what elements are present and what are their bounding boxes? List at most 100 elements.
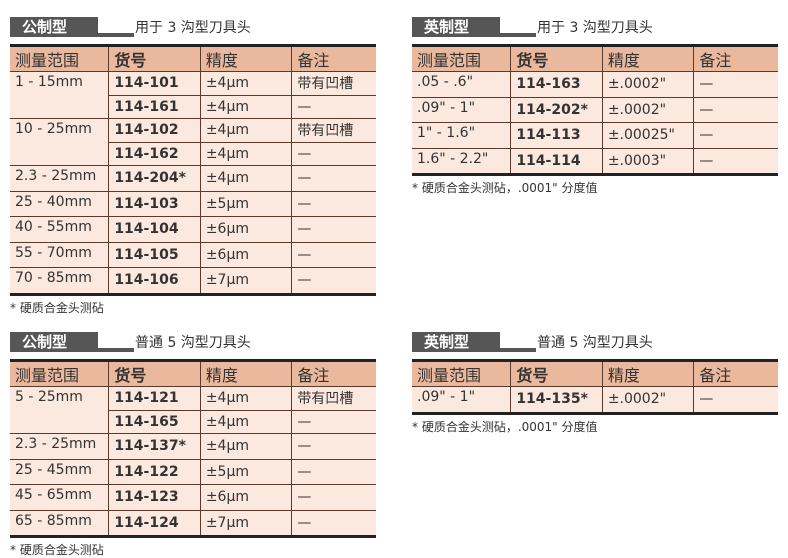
accuracy-cell: ±6μm [199,484,293,511]
footnote: * 硬质合金头测砧，.0001" 分度值 [412,419,598,434]
table-row: 1 - 15mm 114-101 ±4μm 带有凹槽 [10,71,376,119]
metric-3flute-panel: 公制型 用于 3 沟型刀具头 测量范围 货号 精度 备注 1 - 15mm 114-101 ±4… [10,17,376,316]
header-note: 备注 [291,45,376,72]
item-code-cell: 114-161 [108,94,201,119]
footnote: * 硬质合金头测砧，.0001" 分度值 [412,181,598,195]
range-cell: 1 - 15mm [10,71,110,119]
header-note: 备注 [693,360,778,387]
note-cell: — [693,71,778,98]
range-cell: 2.3 - 25mm [10,165,110,192]
note-cell: — [291,267,376,295]
note-cell: — [291,433,376,460]
table-row: 25 - 45mm 114-122 ±5μm — [10,458,376,485]
table-row: 1.6" - 2.2" 114-114 ±.0003" — [412,147,778,175]
table-row: 55 - 70mm 114-105 ±6μm — [10,241,376,268]
item-code-cell: 114-103 [108,190,201,217]
table-row: 2.3 - 25mm 114-137* ±4μm — [10,433,376,460]
range-cell: 55 - 70mm [10,241,110,268]
accuracy-cell: ±5μm [199,190,293,217]
table-row: 40 - 55mm 114-104 ±6μm — [10,216,376,243]
table-row: 1" - 1.6" 114-113 ±.00025" — [412,122,778,149]
banner-line [98,33,134,37]
range-cell: 5 - 25mm [10,386,110,434]
section-subtitle: 普通 5 沟型刀具头 [135,335,251,351]
item-code-cell: 114-124 [108,509,201,537]
table-row: 25 - 40mm 114-103 ±5μm — [10,190,376,217]
unit-type-tag: 公制型 [10,17,98,37]
accuracy-cell: ±5μm [199,458,293,485]
item-code-cell: 114-135* [510,386,603,414]
item-code-cell: 114-106 [108,267,201,295]
table-header-row: 测量范围 货号 精度 备注 [10,45,376,72]
range-cell: 1.6" - 2.2" [412,147,512,175]
table-row: 70 - 85mm 114-106 ±7μm — [10,267,376,295]
header-accuracy: 精度 [199,45,293,72]
note-cell: — [291,165,376,192]
inch-3flute-panel: 英制型 用于 3 沟型刀具头 测量范围 货号 精度 备注 .05 - .6" 114-163 ±… [412,17,778,196]
item-code-cell: 114-104 [108,216,201,243]
header-code: 货号 [108,45,201,72]
item-code-cell: 114-202* [510,96,603,123]
header-note: 备注 [291,360,376,387]
accuracy-cell: ±.0002" [601,71,695,98]
table-header-row: 测量范围 货号 精度 备注 [412,45,778,72]
spec-table: 测量范围 货号 精度 备注 .09" - 1" 114-135* ±.0002" — [412,359,778,415]
note-cell: — [291,190,376,217]
accuracy-cell: ±4μm [199,118,293,143]
accuracy-cell: ±.0002" [601,386,695,414]
inch-5flute-panel: 英制型 普通 5 沟型刀具头 测量范围 货号 精度 备注 .09" - 1" 114-135*… [412,332,778,435]
accuracy-cell: ±4μm [199,386,293,411]
spec-table: 测量范围 货号 精度 备注 .05 - .6" 114-163 ±.0002" — .09" -… [412,44,778,176]
range-cell: 1" - 1.6" [412,122,512,149]
table-row: .05 - .6" 114-163 ±.0002" — [412,71,778,98]
item-code-cell: 114-122 [108,458,201,485]
table-row: 65 - 85mm 114-124 ±7μm — [10,509,376,537]
accuracy-cell: ±.00025" [601,122,695,149]
range-cell: 40 - 55mm [10,216,110,243]
table-row: .09" - 1" 114-135* ±.0002" — [412,386,778,414]
item-code-cell: 114-163 [510,71,603,98]
section-subtitle: 普通 5 沟型刀具头 [537,335,653,351]
header-range: 测量范围 [10,360,110,387]
table-row: 5 - 25mm 114-121 ±4μm 带有凹槽 [10,386,376,434]
header-range: 测量范围 [10,45,110,72]
accuracy-cell: ±7μm [199,509,293,537]
header-code: 货号 [510,360,603,387]
accuracy-cell: ±4μm [199,165,293,192]
item-code-cell: 114-165 [108,409,201,434]
range-cell: 25 - 45mm [10,458,110,485]
unit-type-tag: 公制型 [10,332,98,352]
note-cell: 带有凹槽 [291,386,376,411]
header-range: 测量范围 [412,45,512,72]
header-note: 备注 [693,45,778,72]
accuracy-cell: ±.0003" [601,147,695,175]
item-code-cell: 114-113 [510,122,603,149]
table-row: 114-162 ±4μm — [10,141,376,166]
header-code: 货号 [510,45,603,72]
note-cell: — [291,94,376,119]
note-cell: — [693,147,778,175]
footnote: * 硬质合金头测砧 [10,300,104,315]
accuracy-cell: ±4μm [199,71,293,96]
note-cell: — [291,509,376,537]
accuracy-cell: ±6μm [199,216,293,243]
item-code-cell: 114-162 [108,141,201,166]
banner-line [500,33,536,37]
spec-table: 测量范围 货号 精度 备注 5 - 25mm 114-121 ±4μm 带有凹槽 114-165… [10,359,376,538]
item-code-cell: 114-137* [108,433,201,460]
table-row: 45 - 65mm 114-123 ±6μm — [10,484,376,511]
accuracy-cell: ±4μm [199,433,293,460]
range-cell: .09" - 1" [412,386,512,414]
range-cell: 65 - 85mm [10,509,110,537]
table-row: 114-165 ±4μm — [10,409,376,434]
range-cell: .05 - .6" [412,71,512,98]
note-cell: — [291,216,376,243]
note-cell: 带有凹槽 [291,118,376,143]
spec-table: 测量范围 货号 精度 备注 1 - 15mm 114-101 ±4μm 带有凹槽 114-161… [10,44,376,296]
accuracy-cell: ±4μm [199,409,293,434]
footnote: * 硬质合金头测砧 [10,543,104,557]
note-cell: — [291,141,376,166]
range-cell: 25 - 40mm [10,190,110,217]
note-cell: — [291,241,376,268]
note-cell: — [291,458,376,485]
